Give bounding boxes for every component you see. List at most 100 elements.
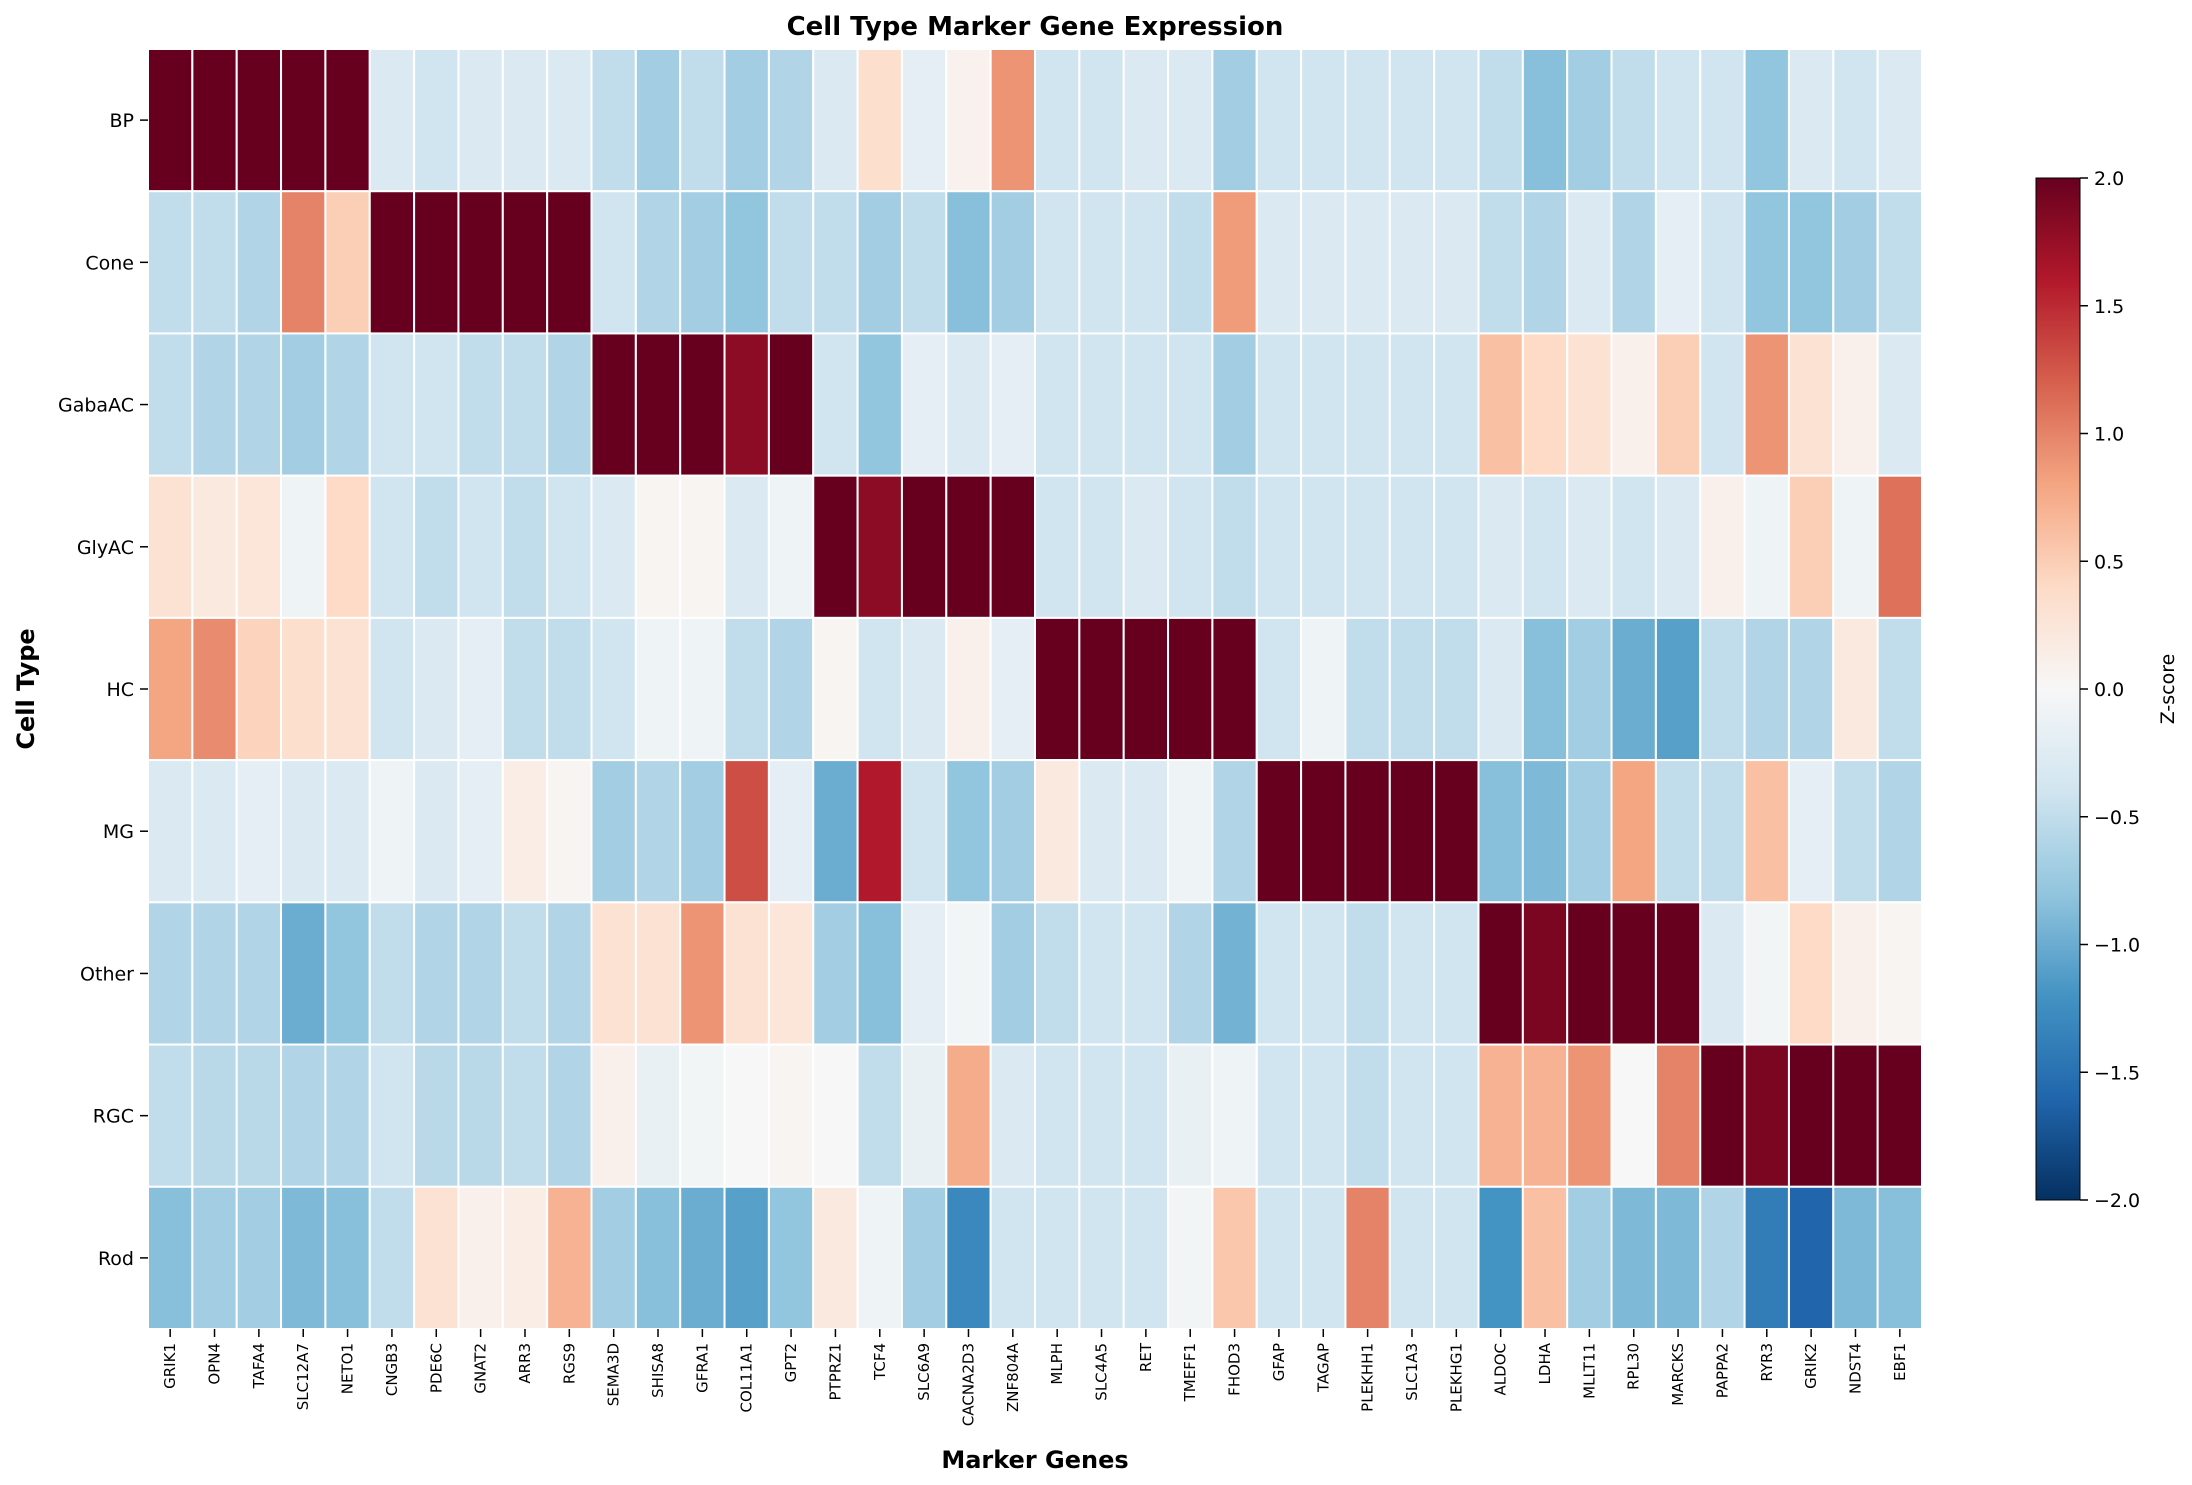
- heatmap-cell: [723, 190, 770, 335]
- heatmap-cell: [1832, 332, 1879, 477]
- heatmap-cell: [945, 474, 992, 619]
- heatmap-cell: [900, 616, 948, 762]
- x-tick-label: CNGB3: [383, 1343, 401, 1396]
- heatmap-cell: [767, 901, 815, 1046]
- heatmap-cell: [235, 1185, 283, 1331]
- heatmap-cell: [1654, 48, 1702, 193]
- heatmap-cell: [1078, 332, 1125, 477]
- x-tick-label: NDST4: [1846, 1343, 1864, 1394]
- heatmap-cell: [1832, 190, 1879, 335]
- heatmap-cell: [457, 1043, 504, 1188]
- heatmap-cell: [1078, 616, 1125, 762]
- colorbar-tick-label: −2.0: [2094, 1190, 2140, 1212]
- heatmap-cell: [1477, 759, 1524, 904]
- colorbar-tick-label: −1.5: [2094, 1062, 2140, 1084]
- heatmap-cell: [280, 190, 327, 335]
- heatmap-cell: [1787, 474, 1835, 619]
- heatmap-cell: [1610, 474, 1657, 619]
- heatmap-cell: [235, 759, 283, 904]
- x-axis-ticks: GRIK1 OPN4 TAFA4 SLC12A7 NETO1 CNGB3 PDE6C GNAT…: [161, 1329, 1909, 1426]
- heatmap-cell: [900, 190, 948, 335]
- heatmap-cell: [1832, 616, 1879, 762]
- heatmap-cell: [1521, 190, 1569, 335]
- heatmap-cell: [413, 901, 460, 1046]
- heatmap-cell: [679, 1043, 726, 1188]
- heatmap-cell: [1034, 616, 1081, 762]
- heatmap-cell: [989, 759, 1037, 904]
- heatmap-cell: [280, 332, 327, 477]
- heatmap-cell: [634, 901, 682, 1046]
- heatmap-cell: [280, 901, 327, 1046]
- chart-title: Cell Type Marker Gene Expression: [787, 12, 1284, 42]
- heatmap-cell: [1122, 759, 1170, 904]
- heatmap-cell: [1122, 1043, 1170, 1188]
- heatmap-cell: [634, 759, 682, 904]
- heatmap-cell: [1122, 1185, 1170, 1331]
- heatmap-cell: [1566, 332, 1613, 477]
- heatmap-cell: [1211, 901, 1258, 1046]
- heatmap-cell: [457, 616, 504, 762]
- heatmap-cell: [945, 759, 992, 904]
- heatmap-cell: [1521, 474, 1569, 619]
- heatmap-cell: [1122, 616, 1170, 762]
- heatmap-cell: [856, 759, 903, 904]
- heatmap-cell: [1344, 901, 1391, 1046]
- heatmap-cell: [767, 616, 815, 762]
- heatmap-cell: [723, 759, 770, 904]
- heatmap-cell: [1433, 1043, 1480, 1188]
- heatmap-cell: [280, 1185, 327, 1331]
- heatmap-cell: [1433, 759, 1480, 904]
- heatmap-cell: [235, 190, 283, 335]
- x-tick-label: GFRA1: [693, 1343, 711, 1393]
- heatmap-cell: [723, 332, 770, 477]
- heatmap-cell: [1122, 474, 1170, 619]
- heatmap-cell: [1167, 616, 1214, 762]
- heatmap-cell: [1433, 474, 1480, 619]
- heatmap-cell: [368, 48, 416, 193]
- y-axis-label: Cell Type: [12, 628, 40, 749]
- x-tick-label: PDE6C: [427, 1343, 445, 1393]
- heatmap-cell: [1566, 616, 1613, 762]
- heatmap-cell: [1255, 1043, 1303, 1188]
- heatmap-cell: [767, 1043, 815, 1188]
- heatmap-cell: [413, 759, 460, 904]
- heatmap-cell: [590, 901, 637, 1046]
- heatmap-cell: [457, 48, 504, 193]
- heatmap-cell: [1477, 332, 1524, 477]
- heatmap-cell: [1388, 1185, 1436, 1331]
- heatmap-cell: [1078, 474, 1125, 619]
- heatmap-cell: [679, 616, 726, 762]
- heatmap-cell: [1211, 332, 1258, 477]
- heatmap-cell: [147, 1185, 194, 1331]
- heatmap-cell: [1787, 48, 1835, 193]
- heatmap-cell: [1610, 190, 1657, 335]
- heatmap-cell: [900, 48, 948, 193]
- heatmap-cell: [1521, 332, 1569, 477]
- x-tick-label: TAFA4: [250, 1343, 268, 1389]
- heatmap-cell: [1477, 190, 1524, 335]
- heatmap-cell: [1167, 332, 1214, 477]
- heatmap-cell: [1743, 332, 1790, 477]
- heatmap-cell: [856, 474, 903, 619]
- x-tick-label: COL11A1: [738, 1343, 756, 1413]
- heatmap-cell: [1167, 474, 1214, 619]
- heatmap-cell: [324, 474, 371, 619]
- heatmap-cell: [1787, 759, 1835, 904]
- heatmap-cell: [501, 474, 549, 619]
- heatmap-cell: [1521, 616, 1569, 762]
- heatmap-cell: [546, 48, 593, 193]
- heatmap-cell: [1344, 474, 1391, 619]
- heatmap-cell: [1566, 1185, 1613, 1331]
- heatmap-cell: [679, 48, 726, 193]
- heatmap-cell: [812, 474, 859, 619]
- heatmap-cell: [1433, 1185, 1480, 1331]
- heatmap-cell: [634, 332, 682, 477]
- heatmap-cell: [1300, 616, 1347, 762]
- x-tick-label: GNAT2: [472, 1343, 490, 1394]
- colorbar-gradient: [2035, 177, 2081, 1201]
- heatmap-cell: [1034, 332, 1081, 477]
- heatmap-cell: [1078, 48, 1125, 193]
- heatmap-cell: [1521, 48, 1569, 193]
- heatmap-cell: [1034, 1043, 1081, 1188]
